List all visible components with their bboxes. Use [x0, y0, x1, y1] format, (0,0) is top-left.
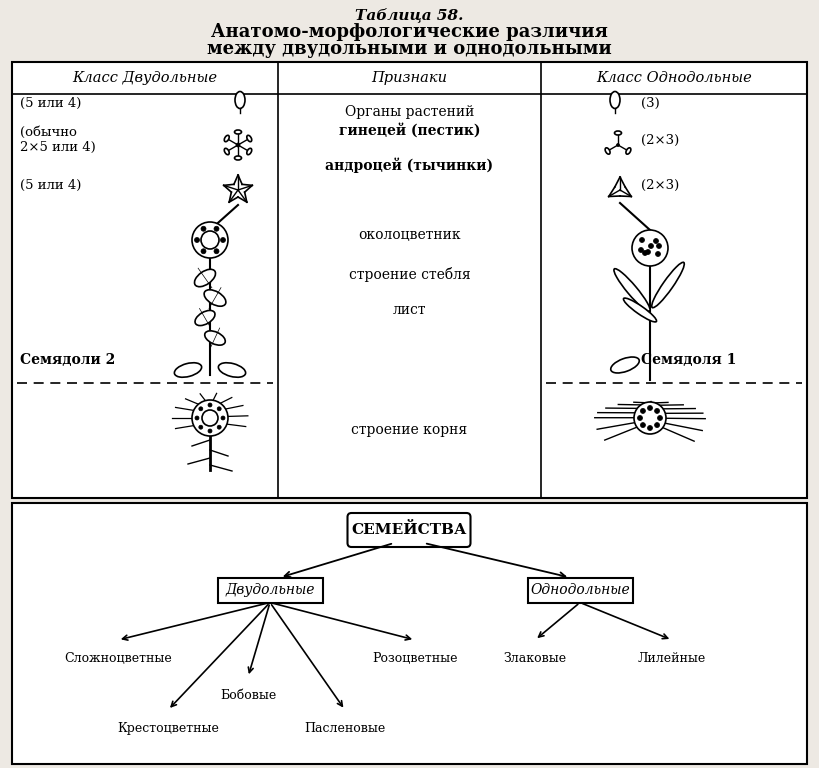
Ellipse shape	[224, 135, 229, 141]
Circle shape	[654, 239, 658, 243]
Ellipse shape	[204, 290, 226, 306]
Ellipse shape	[247, 148, 251, 154]
Ellipse shape	[234, 156, 242, 160]
Bar	[12, 62, 807, 498]
Text: (5 или 4): (5 или 4)	[20, 97, 81, 110]
Circle shape	[648, 406, 653, 411]
Text: Пасленовые: Пасленовые	[305, 722, 386, 735]
Text: Крестоцветные: Крестоцветные	[117, 722, 219, 735]
Text: СЕМЕЙСТВА: СЕМЕЙСТВА	[351, 522, 467, 538]
Circle shape	[634, 402, 666, 434]
Ellipse shape	[610, 91, 620, 108]
Text: андроцей (тычинки): андроцей (тычинки)	[325, 157, 494, 173]
Circle shape	[658, 415, 663, 421]
Circle shape	[195, 416, 199, 420]
Ellipse shape	[247, 135, 251, 141]
Ellipse shape	[234, 130, 242, 134]
Circle shape	[617, 144, 619, 147]
Ellipse shape	[195, 310, 215, 326]
Ellipse shape	[626, 147, 631, 154]
Text: Семядоли 2: Семядоли 2	[20, 353, 115, 367]
Text: Розоцветные: Розоцветные	[373, 652, 458, 665]
Circle shape	[640, 422, 645, 428]
Text: гинецей (пестик): гинецей (пестик)	[339, 123, 480, 137]
Circle shape	[194, 237, 200, 243]
Text: околоцветник: околоцветник	[358, 228, 461, 242]
Text: Класс Двудольные: Класс Двудольные	[73, 71, 218, 85]
Circle shape	[648, 425, 653, 431]
Circle shape	[217, 425, 221, 429]
Text: (2×3): (2×3)	[640, 178, 679, 191]
Circle shape	[236, 143, 240, 147]
Bar	[218, 578, 323, 603]
Text: Двудольные: Двудольные	[225, 583, 314, 597]
Circle shape	[654, 409, 659, 413]
Ellipse shape	[611, 357, 640, 373]
Ellipse shape	[605, 147, 610, 154]
Ellipse shape	[235, 91, 245, 108]
Bar	[527, 578, 632, 603]
Text: Семядоля 1: Семядоля 1	[640, 353, 736, 367]
Circle shape	[655, 251, 660, 257]
Circle shape	[649, 243, 654, 249]
Circle shape	[202, 410, 218, 426]
Circle shape	[201, 227, 206, 231]
Circle shape	[201, 231, 219, 249]
Text: (2×3): (2×3)	[640, 134, 679, 147]
Circle shape	[639, 247, 644, 253]
Circle shape	[208, 403, 212, 407]
Text: Злаковые: Злаковые	[504, 652, 567, 665]
Text: лист: лист	[393, 303, 426, 317]
Circle shape	[632, 230, 668, 266]
Text: Признаки: Признаки	[372, 71, 447, 85]
Circle shape	[199, 407, 203, 411]
Circle shape	[657, 243, 662, 249]
Ellipse shape	[174, 362, 201, 377]
Circle shape	[214, 249, 219, 253]
Circle shape	[642, 250, 648, 256]
Circle shape	[220, 237, 225, 243]
Text: (обычно
2×5 или 4): (обычно 2×5 или 4)	[20, 126, 96, 154]
Ellipse shape	[652, 263, 685, 308]
Circle shape	[645, 250, 650, 254]
Ellipse shape	[219, 362, 246, 377]
Circle shape	[214, 227, 219, 231]
Circle shape	[199, 425, 203, 429]
Text: (3): (3)	[640, 97, 659, 110]
Circle shape	[192, 400, 228, 436]
Bar	[12, 503, 807, 764]
Circle shape	[637, 415, 642, 421]
Text: Органы растений: Органы растений	[345, 105, 474, 119]
Text: Лилейные: Лилейные	[638, 652, 706, 665]
Circle shape	[201, 249, 206, 253]
Text: строение корня: строение корня	[351, 423, 468, 437]
Circle shape	[208, 429, 212, 433]
Circle shape	[640, 237, 645, 243]
Ellipse shape	[224, 148, 229, 154]
Ellipse shape	[614, 131, 622, 135]
Circle shape	[221, 416, 225, 420]
Text: между двудольными и однодольными: между двудольными и однодольными	[206, 40, 611, 58]
Text: Анатомо-морфологические различия: Анатомо-морфологические различия	[210, 23, 608, 41]
Circle shape	[217, 407, 221, 411]
Ellipse shape	[614, 269, 650, 311]
Ellipse shape	[194, 270, 215, 286]
Circle shape	[192, 222, 228, 258]
Text: Сложноцветные: Сложноцветные	[64, 652, 172, 665]
Text: Класс Однодольные: Класс Однодольные	[596, 71, 752, 85]
Ellipse shape	[205, 331, 225, 345]
Ellipse shape	[623, 298, 657, 322]
Circle shape	[640, 409, 645, 413]
Text: Бобовые: Бобовые	[219, 689, 276, 702]
Circle shape	[654, 422, 659, 428]
Text: строение стебля: строение стебля	[349, 267, 470, 283]
Text: Однодольные: Однодольные	[530, 583, 630, 597]
Text: Таблица 58.: Таблица 58.	[355, 8, 464, 23]
Text: (5 или 4): (5 или 4)	[20, 178, 81, 191]
FancyBboxPatch shape	[347, 513, 470, 547]
